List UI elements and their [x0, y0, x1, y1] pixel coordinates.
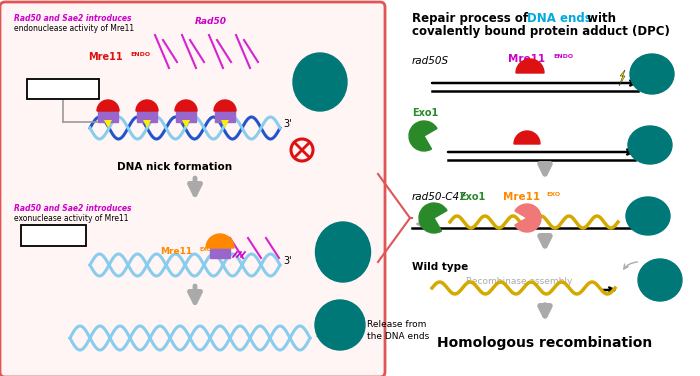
- Text: Release from: Release from: [367, 320, 426, 329]
- Text: Mre11: Mre11: [508, 54, 545, 64]
- Bar: [210, 243, 230, 258]
- Wedge shape: [514, 131, 540, 144]
- FancyBboxPatch shape: [20, 224, 85, 246]
- Polygon shape: [619, 70, 625, 86]
- Text: 3': 3': [315, 329, 323, 339]
- Bar: [137, 109, 157, 122]
- Ellipse shape: [293, 53, 347, 111]
- Text: EXO: EXO: [546, 192, 560, 197]
- Text: EXO: EXO: [199, 247, 211, 252]
- Text: ENDO: ENDO: [553, 54, 573, 59]
- Ellipse shape: [638, 259, 682, 301]
- Text: Repair process of: Repair process of: [412, 12, 532, 25]
- Text: (DPC): (DPC): [309, 85, 331, 94]
- Wedge shape: [136, 100, 158, 111]
- Wedge shape: [214, 100, 236, 111]
- Wedge shape: [419, 203, 447, 233]
- Text: DNA ends: DNA ends: [527, 12, 592, 25]
- Wedge shape: [97, 100, 119, 111]
- Text: 3': 3': [283, 119, 292, 129]
- Ellipse shape: [315, 300, 365, 350]
- Text: 3': 3': [283, 256, 292, 266]
- Text: Recombinase assembly: Recombinase assembly: [466, 277, 573, 286]
- Text: Mre11: Mre11: [88, 52, 122, 62]
- Text: endonuclease activity of Mre11: endonuclease activity of Mre11: [14, 24, 134, 33]
- Text: covalently bound protein adduct (DPC): covalently bound protein adduct (DPC): [412, 25, 670, 38]
- Text: DNA nick formation: DNA nick formation: [118, 162, 232, 172]
- Text: Rad50 and Sae2 introduces: Rad50 and Sae2 introduces: [14, 14, 132, 23]
- Bar: [176, 109, 196, 122]
- Text: Homologous recombination: Homologous recombination: [438, 336, 652, 350]
- Text: exonuclease activity of Mre11: exonuclease activity of Mre11: [14, 214, 129, 223]
- Text: Rad50: Rad50: [195, 17, 227, 26]
- Text: with: with: [583, 12, 616, 25]
- Ellipse shape: [628, 126, 672, 164]
- Wedge shape: [516, 59, 544, 73]
- Wedge shape: [206, 234, 234, 248]
- FancyBboxPatch shape: [27, 79, 99, 99]
- Wedge shape: [175, 100, 197, 111]
- Text: Rad50 and Sae2 introduces: Rad50 and Sae2 introduces: [14, 204, 132, 213]
- Text: Spo11: Spo11: [305, 71, 335, 80]
- Text: the DNA ends: the DNA ends: [367, 332, 429, 341]
- FancyBboxPatch shape: [0, 2, 385, 376]
- Text: rad50S: rad50S: [412, 56, 449, 66]
- Ellipse shape: [626, 197, 670, 235]
- Text: rad50-C47: rad50-C47: [41, 90, 85, 99]
- Text: Exo1: Exo1: [412, 108, 438, 118]
- Ellipse shape: [630, 54, 674, 94]
- Text: Wild type: Wild type: [412, 262, 468, 272]
- Text: Mre11: Mre11: [503, 192, 540, 202]
- Text: Exo1: Exo1: [459, 192, 485, 202]
- Text: Mre11: Mre11: [160, 247, 192, 256]
- Text: Wild type: Wild type: [32, 236, 74, 245]
- Wedge shape: [515, 204, 541, 232]
- Bar: [98, 109, 118, 122]
- Wedge shape: [409, 121, 437, 151]
- Ellipse shape: [316, 222, 370, 282]
- Bar: [215, 109, 235, 122]
- Text: rad50-C47: rad50-C47: [412, 192, 467, 202]
- Text: ENDO: ENDO: [130, 52, 150, 57]
